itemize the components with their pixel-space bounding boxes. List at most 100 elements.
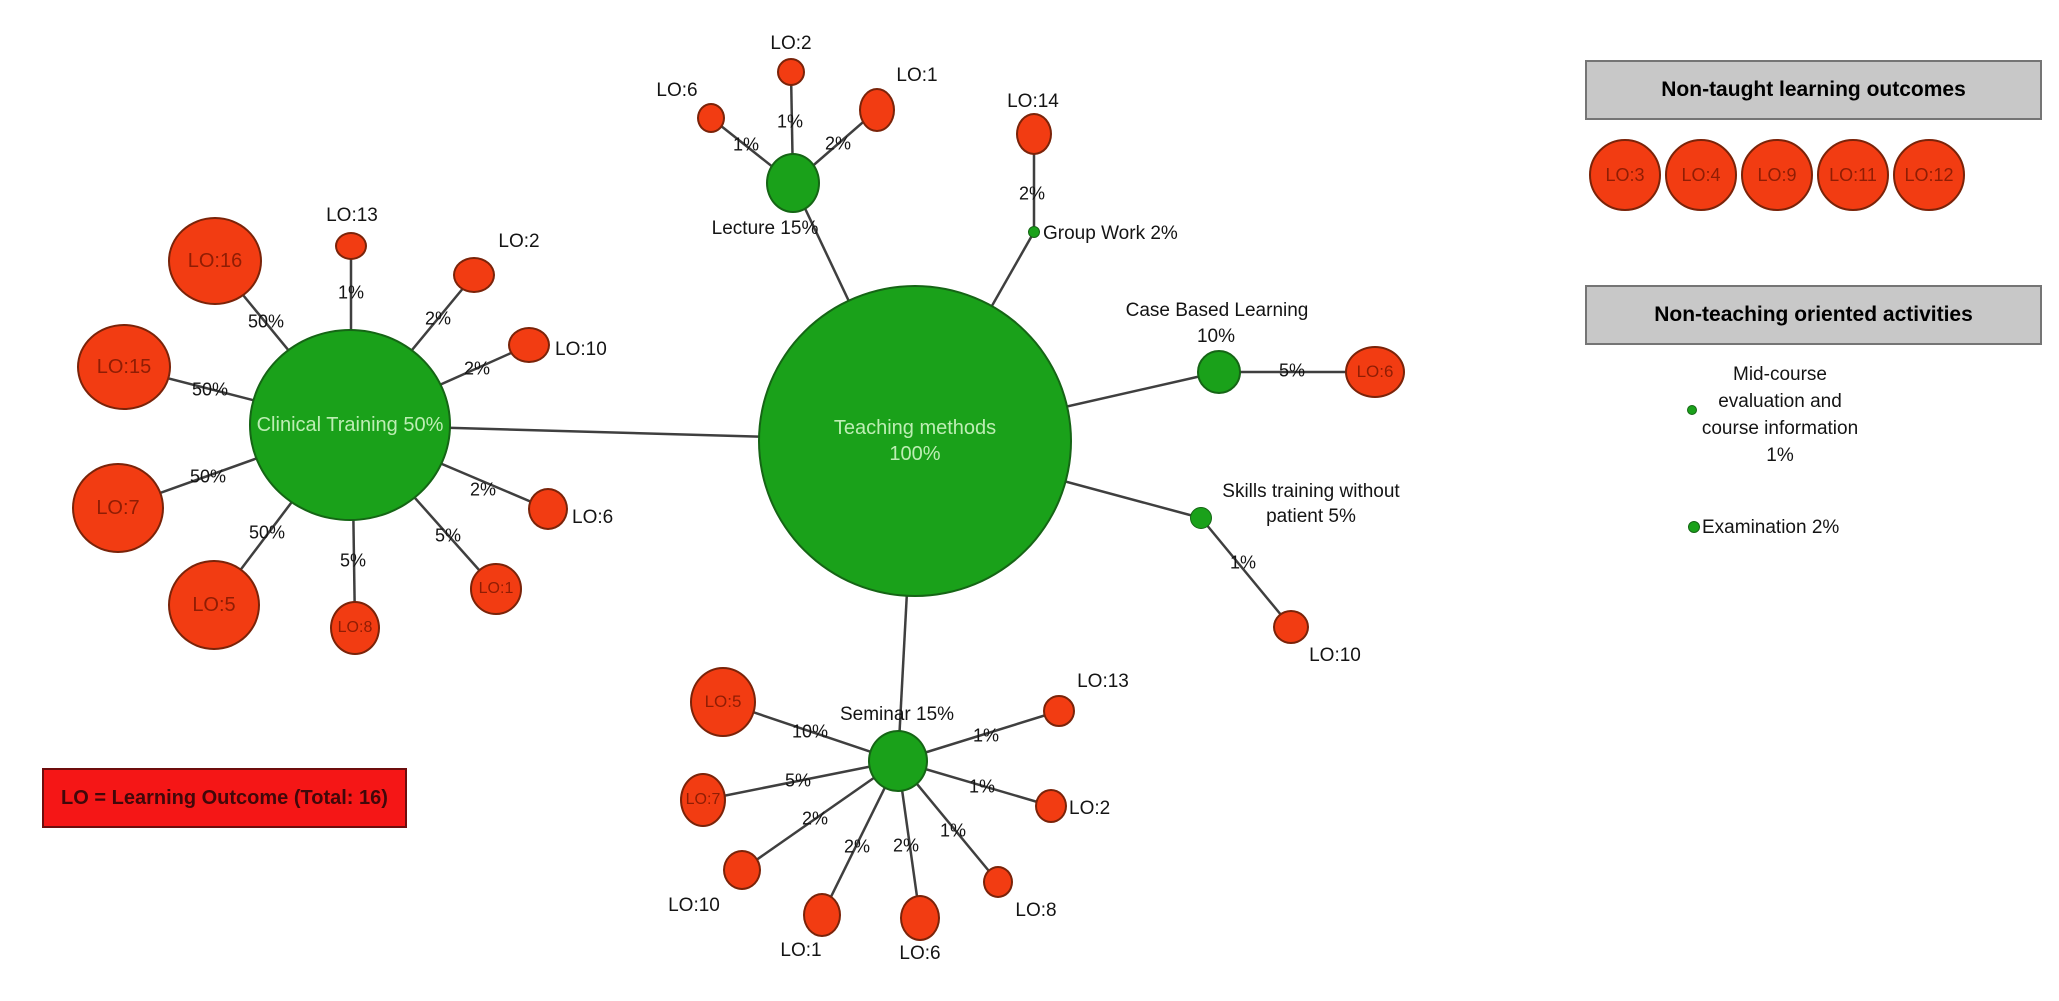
- seminar-lo6-label: LO:6: [899, 943, 941, 964]
- skills-lo10-pct: 1%: [1229, 552, 1257, 573]
- teaching-methods-label-line1: Teaching methods: [833, 417, 997, 439]
- node-clinical-lo16: LO:16: [168, 217, 262, 305]
- node-seminar-lo1: [803, 893, 841, 937]
- teaching-methods-label: Teaching methods 100%: [834, 415, 996, 467]
- mid-course-line2: evaluation and: [1718, 391, 1842, 412]
- node-nontaught-lo12: LO:12: [1893, 139, 1965, 211]
- node-clinical-lo8: LO:8: [330, 601, 380, 655]
- node-clinical-lo7: LO:7: [72, 463, 164, 553]
- node-seminar-lo2: [1035, 789, 1067, 823]
- clinical-lo7-label: LO:7: [96, 496, 140, 519]
- clinical-lo2-pct: 2%: [424, 308, 452, 329]
- lecture-label: Lecture 15%: [711, 218, 819, 239]
- mid-course-line4: 1%: [1766, 445, 1794, 466]
- lecture-lo2-pct: 1%: [776, 111, 804, 132]
- seminar-lo8-label: LO:8: [1015, 900, 1057, 921]
- nontaught-lo4-label: LO:4: [1681, 164, 1721, 185]
- clinical-lo13-label: LO:13: [326, 205, 378, 226]
- casebased-lo6-label: LO:6: [1356, 362, 1394, 381]
- casebased-lo6-pct: 5%: [1278, 360, 1306, 381]
- nontaught-lo12-label: LO:12: [1904, 164, 1954, 185]
- seminar-lo7-pct: 5%: [784, 770, 812, 791]
- clinical-lo5-label: LO:5: [192, 593, 236, 616]
- node-clinical-lo5: LO:5: [168, 560, 260, 650]
- clinical-lo8-pct: 5%: [339, 550, 367, 571]
- seminar-lo5-pct: 10%: [791, 721, 829, 742]
- mid-course-dot: [1687, 405, 1697, 415]
- clinical-lo15-label: LO:15: [96, 355, 152, 378]
- skills-training-label-line1: Skills training without: [1222, 481, 1400, 502]
- nontaught-lo3-label: LO:3: [1605, 164, 1645, 185]
- seminar-lo2-label: LO:2: [1069, 798, 1111, 819]
- seminar-lo10-pct: 2%: [801, 808, 829, 829]
- non-taught-header-label: Non-taught learning outcomes: [1661, 78, 1966, 101]
- clinical-lo16-label: LO:16: [187, 249, 243, 272]
- seminar-lo5-label: LO:5: [704, 692, 742, 711]
- mid-course-line3: course information: [1701, 418, 1859, 439]
- skills-lo10-label: LO:10: [1309, 645, 1361, 666]
- edge-seminar-lo10: [741, 759, 899, 872]
- groupwork-lo14-pct: 2%: [1018, 183, 1046, 204]
- node-casebased-lo6: LO:6: [1345, 346, 1405, 398]
- node-groupwork-lo14: [1016, 113, 1052, 155]
- clinical-lo13-pct: 1%: [337, 282, 365, 303]
- node-skills-training-dot: [1190, 507, 1212, 529]
- clinical-lo8-label: LO:8: [337, 619, 373, 636]
- lecture-lo1-pct: 2%: [824, 133, 852, 154]
- skills-training-label-line2: patient 5%: [1266, 506, 1356, 527]
- clinical-lo6-label: LO:6: [572, 507, 614, 528]
- node-lecture-lo6: [697, 103, 725, 133]
- non-teaching-header-label: Non-teaching oriented activities: [1654, 303, 1973, 326]
- groupwork-lo14-label: LO:14: [1007, 91, 1059, 112]
- node-nontaught-lo3: LO:3: [1589, 139, 1661, 211]
- node-clinical-training: Clinical Training 50%: [249, 329, 451, 521]
- clinical-lo15-pct: 50%: [191, 379, 229, 400]
- seminar-lo1-pct: 2%: [843, 836, 871, 857]
- node-seminar-lo5: LO:5: [690, 667, 756, 737]
- clinical-training-label: Clinical Training 50%: [256, 413, 444, 436]
- group-work-label: Group Work 2%: [1043, 223, 1178, 244]
- node-seminar: [868, 730, 928, 792]
- clinical-lo6-pct: 2%: [469, 479, 497, 500]
- node-clinical-lo6: [528, 488, 568, 530]
- lecture-lo1-label: LO:1: [896, 65, 938, 86]
- node-lecture-lo2: [777, 58, 805, 86]
- node-seminar-lo13: [1043, 695, 1075, 727]
- node-clinical-lo2: [453, 257, 495, 293]
- seminar-lo8-pct: 1%: [939, 820, 967, 841]
- examination-dot: [1688, 521, 1700, 533]
- node-clinical-lo15: LO:15: [77, 324, 171, 410]
- node-group-work-dot: [1028, 226, 1040, 238]
- non-taught-header: Non-taught learning outcomes: [1585, 60, 2042, 120]
- node-seminar-lo7: LO:7: [680, 773, 726, 827]
- mid-course-line1: Mid-course: [1733, 364, 1827, 385]
- node-teaching-methods: Teaching methods 100%: [758, 285, 1072, 597]
- node-seminar-lo8: [983, 866, 1013, 898]
- clinical-lo1-pct: 5%: [434, 525, 462, 546]
- edge-skills-lo10: [1200, 517, 1292, 628]
- examination-label: Examination 2%: [1702, 517, 1840, 538]
- seminar-lo1-label: LO:1: [780, 940, 822, 961]
- non-teaching-header: Non-teaching oriented activities: [1585, 285, 2042, 345]
- node-case-based-learning: [1197, 350, 1241, 394]
- seminar-lo13-pct: 1%: [972, 725, 1000, 746]
- seminar-lo6-pct: 2%: [892, 835, 920, 856]
- node-lecture: [766, 153, 820, 213]
- nontaught-lo11-label: LO:11: [1829, 164, 1877, 185]
- node-clinical-lo13: [335, 232, 367, 260]
- seminar-lo7-label: LO:7: [685, 791, 721, 808]
- teaching-methods-label-line2: 100%: [889, 443, 941, 465]
- node-skills-lo10: [1273, 610, 1309, 644]
- clinical-lo10-label: LO:10: [555, 339, 607, 360]
- clinical-lo10-pct: 2%: [463, 358, 491, 379]
- node-seminar-lo10: [723, 850, 761, 890]
- lecture-lo2-label: LO:2: [770, 33, 812, 54]
- seminar-lo13-label: LO:13: [1077, 671, 1129, 692]
- case-based-learning-pct: 10%: [1196, 326, 1236, 347]
- mid-course-text: Mid-course evaluation and course informa…: [1702, 361, 1858, 469]
- case-based-learning-label: Case Based Learning: [1125, 300, 1309, 321]
- legend-text: LO = Learning Outcome (Total: 16): [61, 786, 388, 809]
- clinical-lo1-label: LO:1: [478, 580, 514, 597]
- seminar-lo10-label: LO:10: [668, 895, 720, 916]
